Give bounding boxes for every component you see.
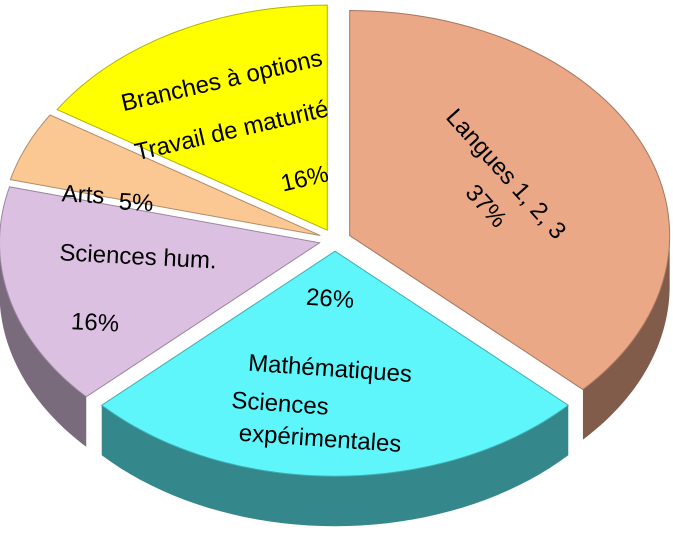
pie-slice bbox=[349, 10, 671, 391]
slice-label: Arts 5% bbox=[61, 180, 154, 217]
value-label: 16% bbox=[70, 308, 119, 337]
pie-walls bbox=[0, 235, 670, 527]
pie-slice bbox=[9, 114, 321, 237]
pie-slice-side bbox=[101, 405, 569, 527]
pie-slice bbox=[0, 186, 321, 398]
pie-tops bbox=[0, 4, 671, 477]
pie-slice bbox=[56, 4, 328, 231]
category-label: Arts bbox=[61, 180, 105, 209]
value-label: 5% bbox=[118, 188, 154, 217]
pie-slice-side bbox=[0, 255, 87, 447]
pie-slice-side bbox=[582, 235, 670, 440]
pie-slice bbox=[100, 250, 570, 477]
value-label: 26% bbox=[305, 284, 355, 314]
